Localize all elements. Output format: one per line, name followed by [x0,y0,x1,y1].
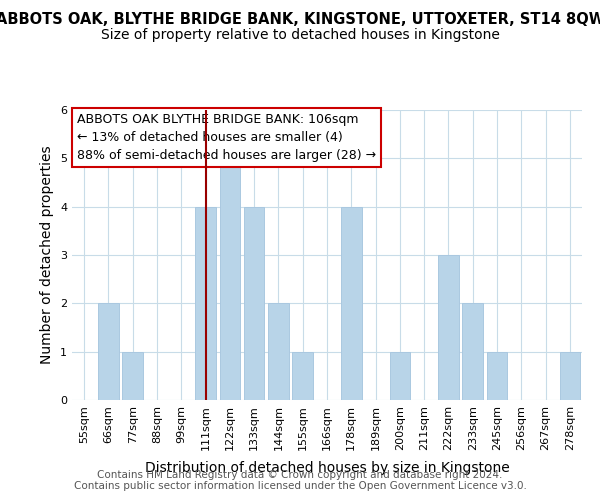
Bar [195,206,216,400]
Bar [389,352,410,400]
Bar [341,206,362,400]
Bar [560,352,580,400]
Bar [122,352,143,400]
Text: ABBOTS OAK, BLYTHE BRIDGE BANK, KINGSTONE, UTTOXETER, ST14 8QW: ABBOTS OAK, BLYTHE BRIDGE BANK, KINGSTON… [0,12,600,28]
Bar [463,304,483,400]
X-axis label: Distribution of detached houses by size in Kingstone: Distribution of detached houses by size … [145,461,509,475]
Text: Contains public sector information licensed under the Open Government Licence v3: Contains public sector information licen… [74,481,526,491]
Bar [438,255,459,400]
Bar [268,304,289,400]
Bar [292,352,313,400]
Bar [98,304,119,400]
Text: ABBOTS OAK BLYTHE BRIDGE BANK: 106sqm
← 13% of detached houses are smaller (4)
8: ABBOTS OAK BLYTHE BRIDGE BANK: 106sqm ← … [77,113,376,162]
Bar [220,158,240,400]
Bar [244,206,265,400]
Y-axis label: Number of detached properties: Number of detached properties [40,146,55,364]
Bar [487,352,508,400]
Text: Contains HM Land Registry data © Crown copyright and database right 2024.: Contains HM Land Registry data © Crown c… [97,470,503,480]
Text: Size of property relative to detached houses in Kingstone: Size of property relative to detached ho… [101,28,499,42]
